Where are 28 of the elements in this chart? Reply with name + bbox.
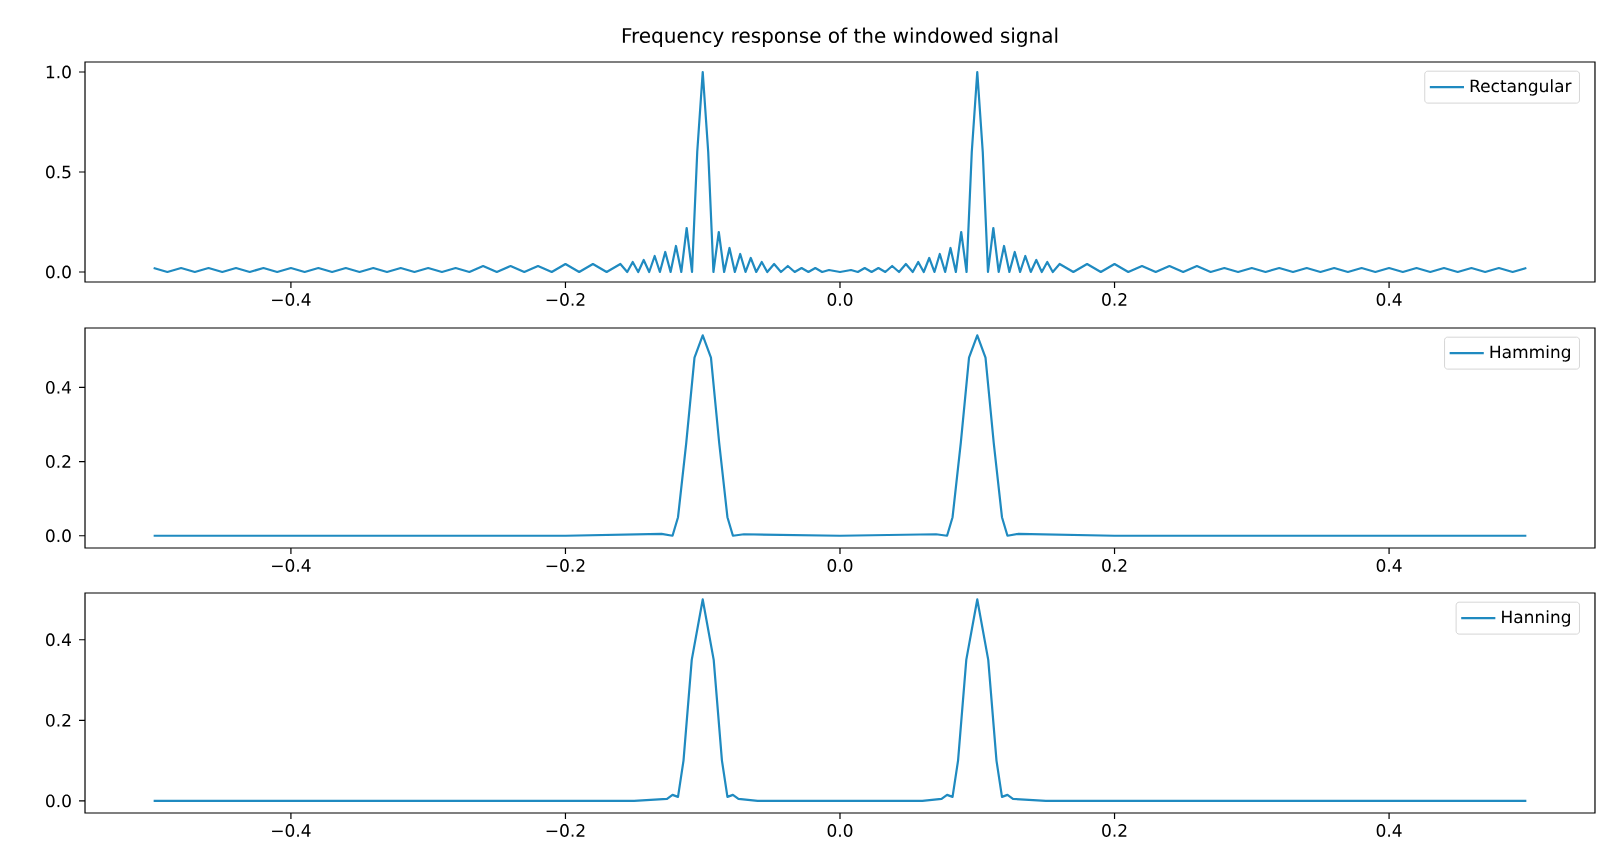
legend-label: Rectangular [1470,79,1572,96]
y-tick-label: 1.0 [46,65,71,79]
x-tick-label: 0.4 [1376,559,1402,572]
x-tick-label: 0.4 [1376,824,1402,837]
y-tick-label: 0.2 [46,455,71,468]
x-tick-label: 0.2 [1102,559,1127,572]
x-tick-label: 0.2 [1102,824,1127,837]
x-tick-label: −0.2 [546,559,585,572]
x-tick-label: −0.4 [272,824,311,837]
y-tick-label: 0.0 [46,794,71,808]
y-tick-label: 0.2 [46,713,71,727]
y-tick-label: 0.0 [46,529,71,543]
x-tick-label: 0.0 [827,293,853,306]
y-tick-label: 0.4 [46,380,71,394]
x-tick-label: 0.4 [1376,293,1402,306]
y-tick-label: 0.4 [46,633,71,647]
y-tick-label: 0.0 [46,265,71,279]
chart-title: Frequency response of the windowed signal [622,27,1058,47]
y-tick-label: 0.5 [46,165,71,179]
x-tick-label: 0.0 [827,559,853,572]
x-tick-label: −0.2 [546,293,585,306]
legend-label: Hanning [1502,610,1570,627]
legend-label: Hamming [1490,345,1570,362]
x-tick-label: 0.0 [827,824,853,837]
x-tick-label: 0.2 [1102,293,1127,306]
x-tick-label: −0.2 [546,824,585,837]
x-tick-label: −0.4 [272,293,311,306]
x-tick-label: −0.4 [272,559,311,572]
